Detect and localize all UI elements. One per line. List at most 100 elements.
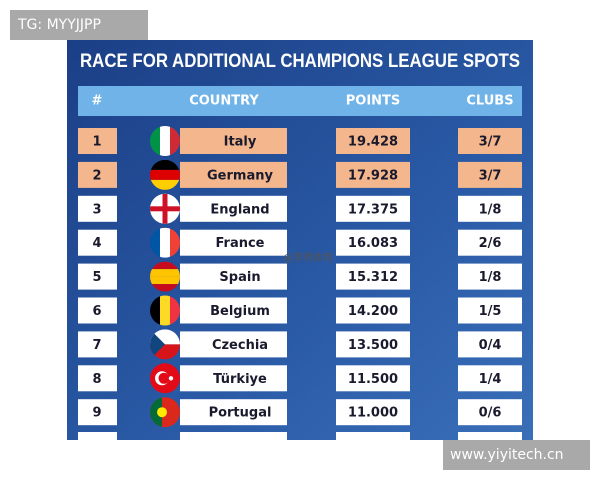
cell: 16.083	[348, 236, 398, 251]
flag	[150, 397, 162, 428]
cell-box	[180, 161, 287, 188]
cell-box	[336, 399, 410, 426]
cell-box	[336, 365, 410, 392]
cell: 15.312	[348, 270, 398, 285]
flag	[158, 372, 170, 384]
table-row: 4 France 16.083 2/6	[78, 227, 522, 258]
cell-box	[336, 128, 410, 154]
cell-box	[180, 229, 287, 256]
cell: 2	[92, 168, 101, 183]
table-row: 6 Belgium 14.200 1/5	[78, 295, 522, 326]
cell-box	[336, 297, 410, 324]
cell-box	[78, 365, 117, 392]
cell-box	[458, 399, 522, 426]
cell: 1/4	[479, 372, 502, 387]
cell: 1/8	[479, 270, 502, 285]
cell-box	[78, 128, 117, 154]
cell-box	[458, 263, 522, 290]
cell-box	[180, 263, 287, 290]
cut-row	[180, 432, 287, 440]
flag	[150, 227, 160, 258]
cell-box	[78, 399, 117, 426]
cell: France	[215, 236, 264, 251]
cell: 3/7	[479, 168, 502, 183]
flag	[150, 169, 180, 180]
cell-box	[78, 195, 117, 222]
cut-row	[458, 432, 522, 440]
cell: Türkiye	[213, 372, 267, 387]
cell: 9	[92, 406, 101, 421]
cell: 3	[92, 202, 101, 217]
cell-box	[180, 399, 287, 426]
cell: 2/6	[479, 236, 502, 251]
table-row: 5 Spain 15.312 1/8	[78, 261, 522, 292]
flag	[150, 284, 180, 292]
flag	[150, 179, 180, 190]
cell-box	[78, 161, 117, 188]
cell-box	[78, 229, 117, 256]
cell: 17.375	[348, 202, 398, 217]
header-bar	[78, 86, 522, 116]
table-body: 1 Italy 19.428 3/7 2 Germany 17.928 3/7 3 England…	[78, 126, 522, 428]
flag	[170, 295, 180, 326]
cell: Germany	[207, 168, 273, 183]
header-cell: #	[92, 94, 103, 109]
header-cell: CLUBS	[466, 94, 513, 109]
table-row: 2 Germany 17.928 3/7	[78, 159, 522, 190]
title: RACE FOR ADDITIONAL CHAMPIONS LEAGUE SPO…	[80, 51, 520, 72]
cell: 8	[92, 372, 101, 387]
cell: Spain	[219, 270, 260, 285]
cell-box	[458, 365, 522, 392]
watermark-box	[443, 440, 590, 470]
cell-box	[458, 128, 522, 154]
flag	[157, 407, 167, 418]
cell: 1	[92, 135, 101, 150]
flag	[160, 295, 170, 326]
cell-box	[180, 331, 287, 358]
cell-box	[78, 331, 117, 358]
cell-box	[78, 297, 117, 324]
flag	[160, 126, 170, 156]
cell-box	[458, 195, 522, 222]
cell: 17.928	[348, 168, 398, 183]
flag	[170, 227, 180, 258]
cell-box	[78, 263, 117, 290]
watermark-box	[10, 10, 148, 40]
cell-box	[180, 128, 287, 154]
table-row: 9 Portugal 11.000 0/6	[78, 397, 522, 428]
cell: 7	[92, 338, 101, 353]
cut-row	[78, 432, 117, 440]
table-row: 1 Italy 19.428 3/7	[78, 126, 522, 156]
cell-box	[180, 365, 287, 392]
flag	[150, 269, 180, 277]
cell-box	[336, 161, 410, 188]
header-cell: POINTS	[346, 94, 401, 109]
flag	[168, 376, 174, 381]
cell: 4	[92, 236, 101, 251]
table-row: 3 England 17.375 1/8	[78, 193, 522, 224]
table-row: 8 Türkiye 11.500 1/4	[78, 363, 522, 394]
flag	[150, 295, 160, 326]
cell-box	[336, 263, 410, 290]
cell: 0/6	[479, 406, 502, 421]
cell-box	[458, 297, 522, 324]
cell-box	[180, 195, 287, 222]
cell: 3/7	[479, 135, 502, 150]
cell: 0/4	[479, 338, 502, 353]
header: # COUNTRY POINTS CLUBS	[92, 94, 514, 109]
cell-box	[458, 161, 522, 188]
cell-box	[458, 331, 522, 358]
cell: 5	[92, 270, 101, 285]
cut-row	[336, 432, 410, 440]
cell: 19.428	[348, 135, 398, 150]
cell: 1/5	[479, 304, 502, 319]
cell: Czechia	[212, 338, 268, 353]
cell: Italy	[224, 135, 257, 150]
flag	[150, 159, 180, 170]
flag	[150, 261, 180, 270]
cell: 6	[92, 304, 101, 319]
watermark-bottom: www.yiyitech.cn	[450, 447, 564, 463]
cell-box	[180, 297, 287, 324]
